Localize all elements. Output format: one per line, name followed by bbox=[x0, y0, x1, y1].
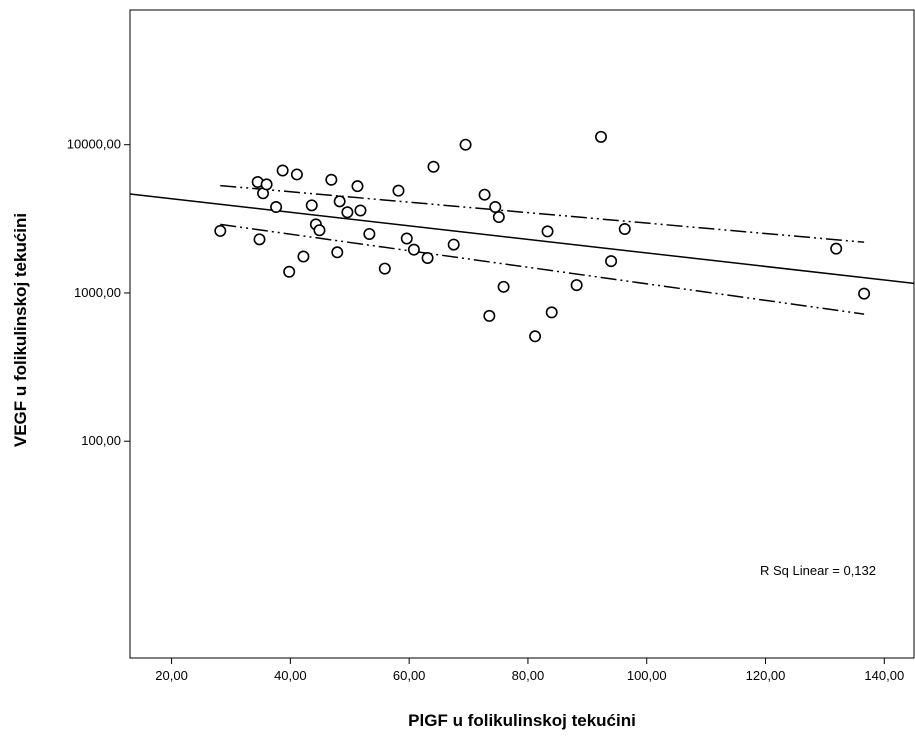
x-tick-label: 80,00 bbox=[512, 668, 545, 683]
y-tick-label: 1000,00 bbox=[74, 285, 121, 300]
x-tick-label: 60,00 bbox=[393, 668, 426, 683]
data-point bbox=[478, 188, 491, 201]
regression-lines bbox=[129, 184, 915, 315]
x-axis-title: PlGF u folikulinskoj tekućini bbox=[408, 711, 636, 730]
x-tick-label: 20,00 bbox=[155, 668, 188, 683]
data-point bbox=[594, 130, 607, 143]
data-point bbox=[341, 206, 354, 219]
data-point bbox=[333, 195, 346, 208]
x-tick-label: 140,00 bbox=[864, 668, 904, 683]
data-point bbox=[529, 330, 542, 343]
data-point bbox=[605, 255, 618, 268]
x-tick-label: 120,00 bbox=[746, 668, 786, 683]
data-point bbox=[276, 164, 289, 177]
data-point bbox=[270, 200, 283, 213]
data-point bbox=[283, 265, 296, 278]
data-point bbox=[570, 279, 583, 292]
data-point bbox=[421, 252, 434, 265]
data-point bbox=[830, 242, 843, 255]
y-axis-title: VEGF u folikulinskoj tekućini bbox=[11, 213, 30, 447]
data-point bbox=[459, 138, 472, 151]
data-point bbox=[305, 199, 318, 212]
data-point bbox=[260, 178, 273, 191]
plot-frame bbox=[129, 9, 915, 659]
data-point bbox=[427, 160, 440, 173]
y-tick-label: 10000,00 bbox=[67, 137, 121, 152]
data-point bbox=[483, 309, 496, 322]
r-squared-annotation: R Sq Linear = 0,132 bbox=[760, 563, 876, 578]
data-point bbox=[489, 200, 502, 213]
x-tick-label: 40,00 bbox=[274, 668, 307, 683]
x-tick-label: 100,00 bbox=[627, 668, 667, 683]
data-point bbox=[354, 204, 367, 217]
data-point bbox=[363, 227, 376, 240]
data-point bbox=[492, 211, 505, 224]
data-point bbox=[313, 224, 326, 237]
data-point bbox=[858, 287, 871, 300]
data-point bbox=[214, 224, 227, 237]
data-point bbox=[325, 173, 338, 186]
x-axis-ticks: 20,00 40,00 60,00 80,00 100,00 120,00 140,00 bbox=[155, 658, 904, 683]
data-point bbox=[400, 232, 413, 245]
data-point bbox=[545, 306, 558, 319]
data-point bbox=[297, 250, 310, 263]
data-point bbox=[447, 238, 460, 251]
data-point bbox=[618, 222, 631, 235]
data-point bbox=[331, 246, 344, 259]
data-point bbox=[253, 233, 266, 246]
data-point bbox=[392, 184, 405, 197]
confidence-band-lower bbox=[220, 223, 865, 315]
data-point bbox=[378, 262, 391, 275]
data-point bbox=[497, 280, 510, 293]
data-point bbox=[351, 180, 364, 193]
data-point bbox=[541, 225, 554, 238]
y-tick-label: 100,00 bbox=[81, 433, 121, 448]
linear-fit-line bbox=[129, 193, 915, 285]
y-axis-ticks: 100,00 1000,00 10000,00 bbox=[67, 137, 130, 448]
data-point bbox=[290, 168, 303, 181]
data-point bbox=[407, 243, 420, 256]
data-points bbox=[214, 130, 871, 343]
confidence-band-upper bbox=[220, 184, 865, 243]
